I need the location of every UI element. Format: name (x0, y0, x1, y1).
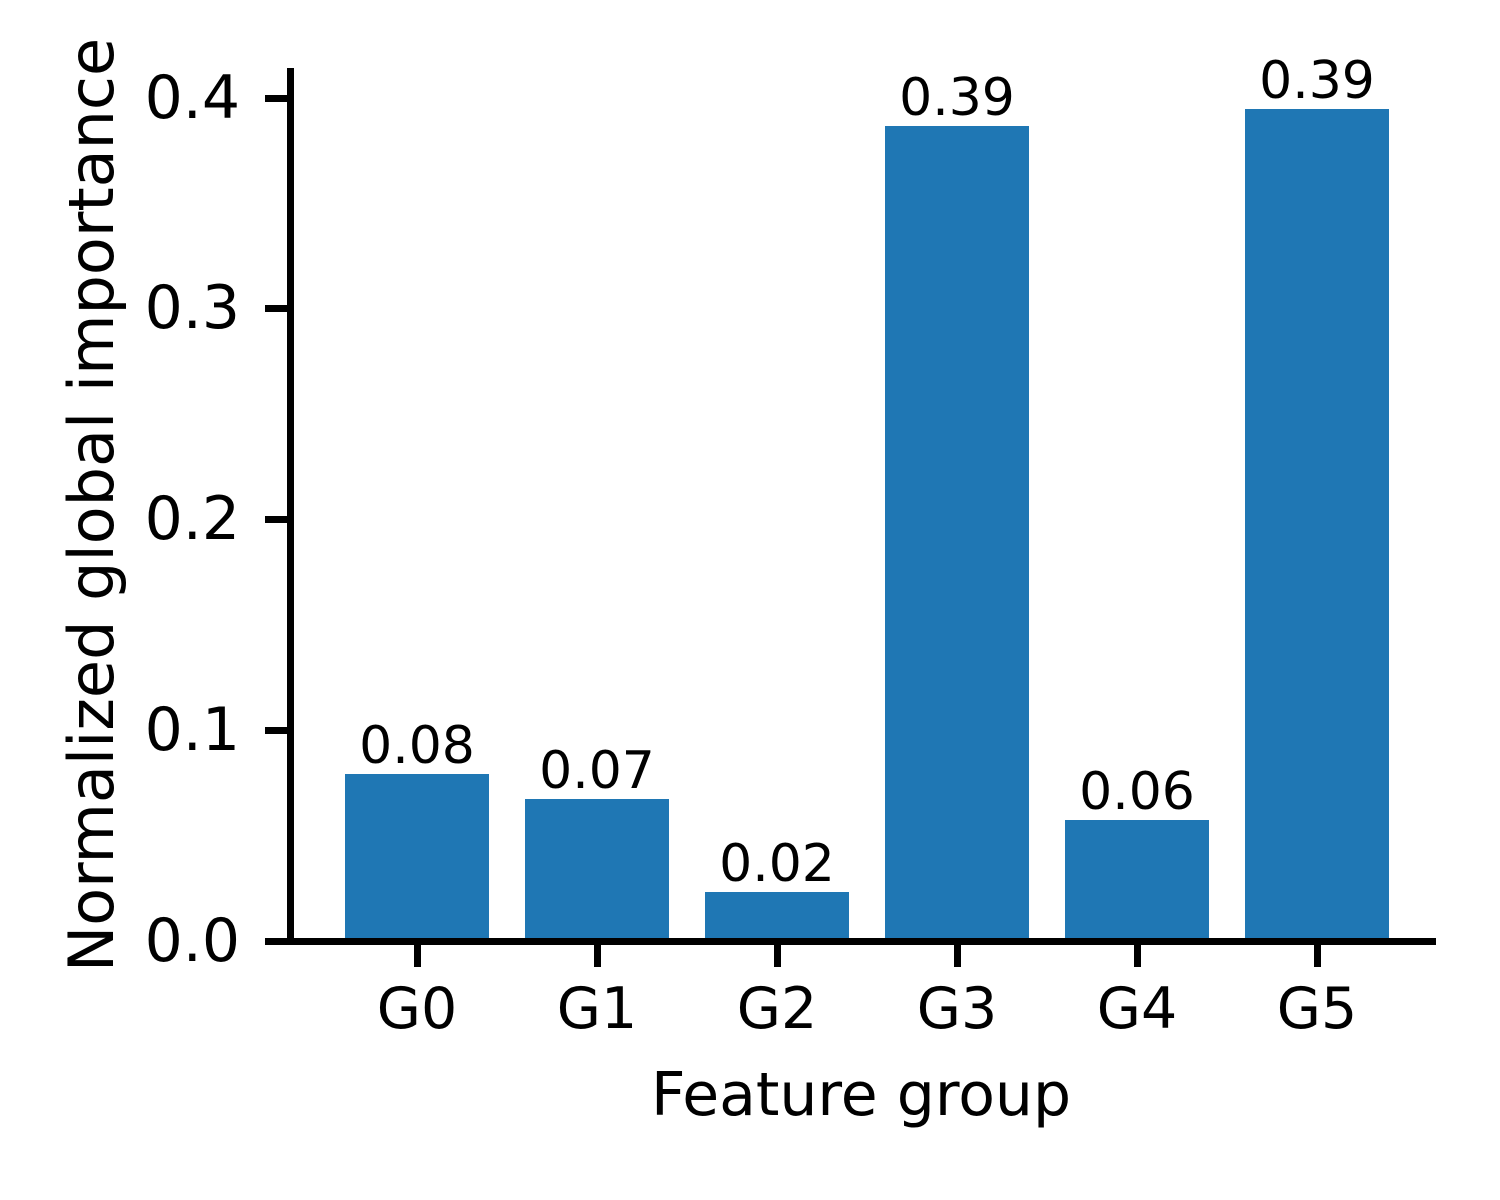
y-tick-label: 0.2 (144, 484, 240, 554)
bar-value-label: 0.07 (539, 741, 655, 801)
bar (1245, 109, 1389, 938)
y-tick-label: 0.1 (144, 695, 240, 765)
bar (885, 126, 1029, 938)
bar (525, 799, 669, 938)
x-tick-label: G0 (376, 976, 458, 1042)
bar (705, 892, 849, 938)
x-tick-label: G3 (916, 976, 998, 1042)
x-tick-label: G1 (556, 976, 638, 1042)
x-tick-mark (1134, 945, 1141, 967)
x-tick-mark (954, 945, 961, 967)
bar-value-label: 0.02 (719, 834, 835, 894)
x-tick-mark (414, 945, 421, 967)
x-tick-mark (1314, 945, 1321, 967)
y-tick-label: 0.0 (144, 906, 240, 976)
bar (1065, 820, 1209, 938)
bar-value-label: 0.06 (1079, 762, 1195, 822)
y-tick-label: 0.3 (144, 273, 240, 343)
x-tick-mark (594, 945, 601, 967)
y-tick-mark (265, 727, 287, 734)
x-tick-label: G5 (1276, 976, 1358, 1042)
bar-value-label: 0.08 (359, 716, 475, 776)
y-tick-mark (265, 305, 287, 312)
x-axis-label: Feature group (650, 1060, 1072, 1130)
bar (345, 774, 489, 938)
y-tick-label: 0.4 (144, 63, 240, 133)
x-tick-mark (774, 945, 781, 967)
x-tick-label: G2 (736, 976, 818, 1042)
y-axis-line (287, 68, 294, 945)
y-tick-mark (265, 516, 287, 523)
bar-value-label: 0.39 (1259, 51, 1375, 111)
y-tick-mark (265, 95, 287, 102)
bar-value-label: 0.39 (899, 68, 1015, 128)
x-axis-line (287, 938, 1436, 945)
y-tick-mark (265, 938, 287, 945)
x-tick-label: G4 (1096, 976, 1178, 1042)
